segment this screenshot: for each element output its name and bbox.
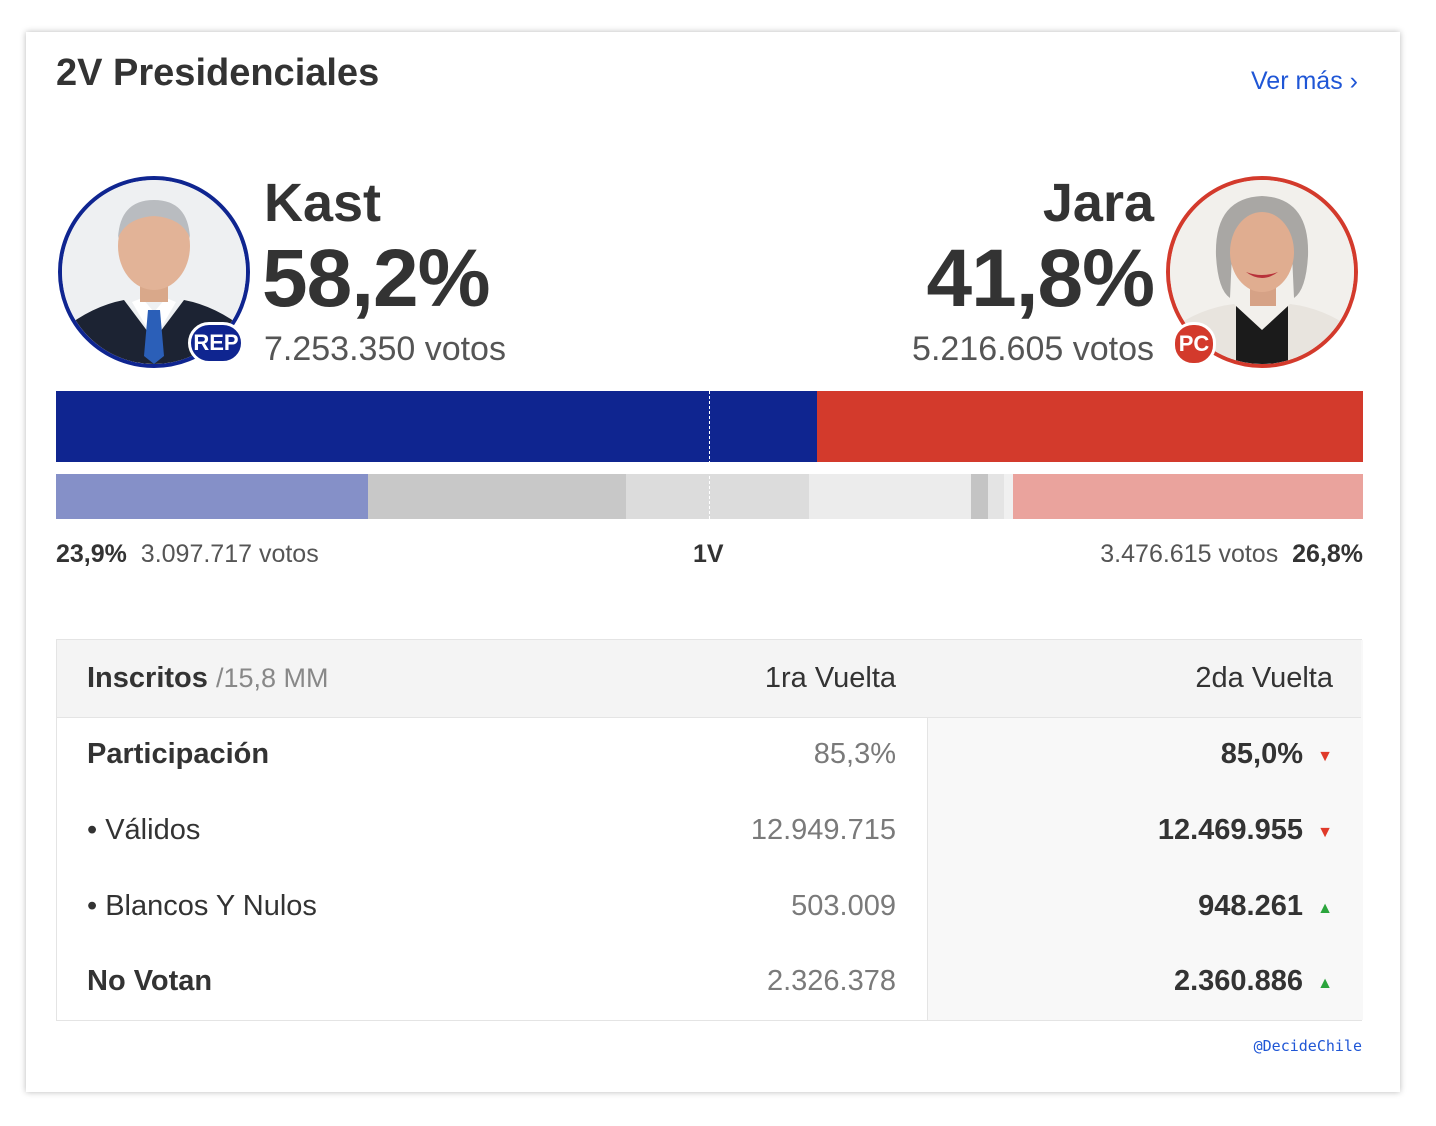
- first-round-label: 1V: [693, 540, 724, 568]
- first-round-right: 3.476.615 votos 26,8%: [1100, 540, 1363, 569]
- first-round-right-pct: 26,8%: [1292, 540, 1363, 568]
- row-second-round: 85,0%: [1220, 738, 1303, 770]
- right-candidate-votes: 5.216.605 votos: [912, 330, 1154, 368]
- row-first-round: 85,3%: [813, 738, 896, 770]
- row-label: Participación: [87, 738, 270, 770]
- second-round-bar-left: [56, 391, 817, 462]
- first-round-segment: [808, 474, 971, 519]
- first-round-right-votes: 3.476.615 votos: [1100, 540, 1279, 568]
- party-badge-pc: PC: [1172, 322, 1216, 366]
- row-label: • Válidos: [87, 814, 201, 846]
- majority-line: [709, 391, 710, 519]
- first-round-left: 23,9% 3.097.717 votos: [56, 540, 319, 569]
- second-round-bar: [56, 391, 1363, 462]
- row-label: No Votan: [87, 965, 213, 997]
- party-badge-rep: REP: [188, 322, 244, 364]
- right-candidate-name: Jara: [1042, 173, 1154, 233]
- trend-down-icon: ▼: [1317, 824, 1333, 841]
- inscritos-label: Inscritos: [87, 662, 208, 694]
- kast-avatar: [58, 176, 250, 368]
- first-round-segment: [987, 474, 1004, 519]
- col-second-round: 2da Vuelta: [1195, 662, 1333, 694]
- col-first-round: 1ra Vuelta: [764, 662, 896, 694]
- first-round-left-votes: 3.097.717 votos: [140, 540, 319, 568]
- table-header-label: Inscritos /15,8 MM: [87, 662, 328, 695]
- trend-up-icon: ▲: [1317, 975, 1333, 992]
- left-candidate-pct: 58,2%: [262, 233, 491, 324]
- results-card: 2V Presidenciales Ver más › REP Kast 58,…: [26, 32, 1400, 1092]
- row-label: • Blancos Y Nulos: [87, 890, 317, 922]
- row-first-round: 12.949.715: [750, 814, 896, 846]
- row-second-round: 948.261: [1198, 890, 1303, 922]
- row-second-round: 2.360.886: [1173, 965, 1303, 997]
- source-handle: @DecideChile: [1253, 1037, 1362, 1055]
- participation-table: Inscritos /15,8 MM 1ra Vuelta 2da Vuelta…: [56, 639, 1363, 1021]
- right-candidate-pct: 41,8%: [926, 233, 1155, 324]
- first-round-segment: [625, 474, 809, 519]
- page-title: 2V Presidenciales: [56, 52, 380, 94]
- row-first-round: 2.326.378: [766, 965, 896, 997]
- trend-up-icon: ▲: [1317, 900, 1333, 917]
- second-round-bar-right: [816, 391, 1363, 462]
- first-round-segment: [970, 474, 988, 519]
- row-second-round: 12.469.955: [1157, 814, 1303, 846]
- row-first-round: 503.009: [791, 890, 896, 922]
- first-round-segment: [368, 474, 626, 519]
- table-header: [57, 640, 1361, 718]
- first-round-segment: [1003, 474, 1013, 519]
- left-candidate-votes: 7.253.350 votos: [264, 330, 506, 368]
- first-round-segment: [56, 474, 369, 519]
- inscritos-value: /15,8 MM: [215, 663, 329, 693]
- left-candidate-name: Kast: [264, 173, 382, 233]
- ver-mas-link[interactable]: Ver más ›: [1251, 67, 1358, 95]
- first-round-left-pct: 23,9%: [56, 540, 127, 568]
- trend-down-icon: ▼: [1317, 748, 1333, 765]
- first-round-bar: [56, 474, 1363, 519]
- first-round-segment: [1012, 474, 1363, 519]
